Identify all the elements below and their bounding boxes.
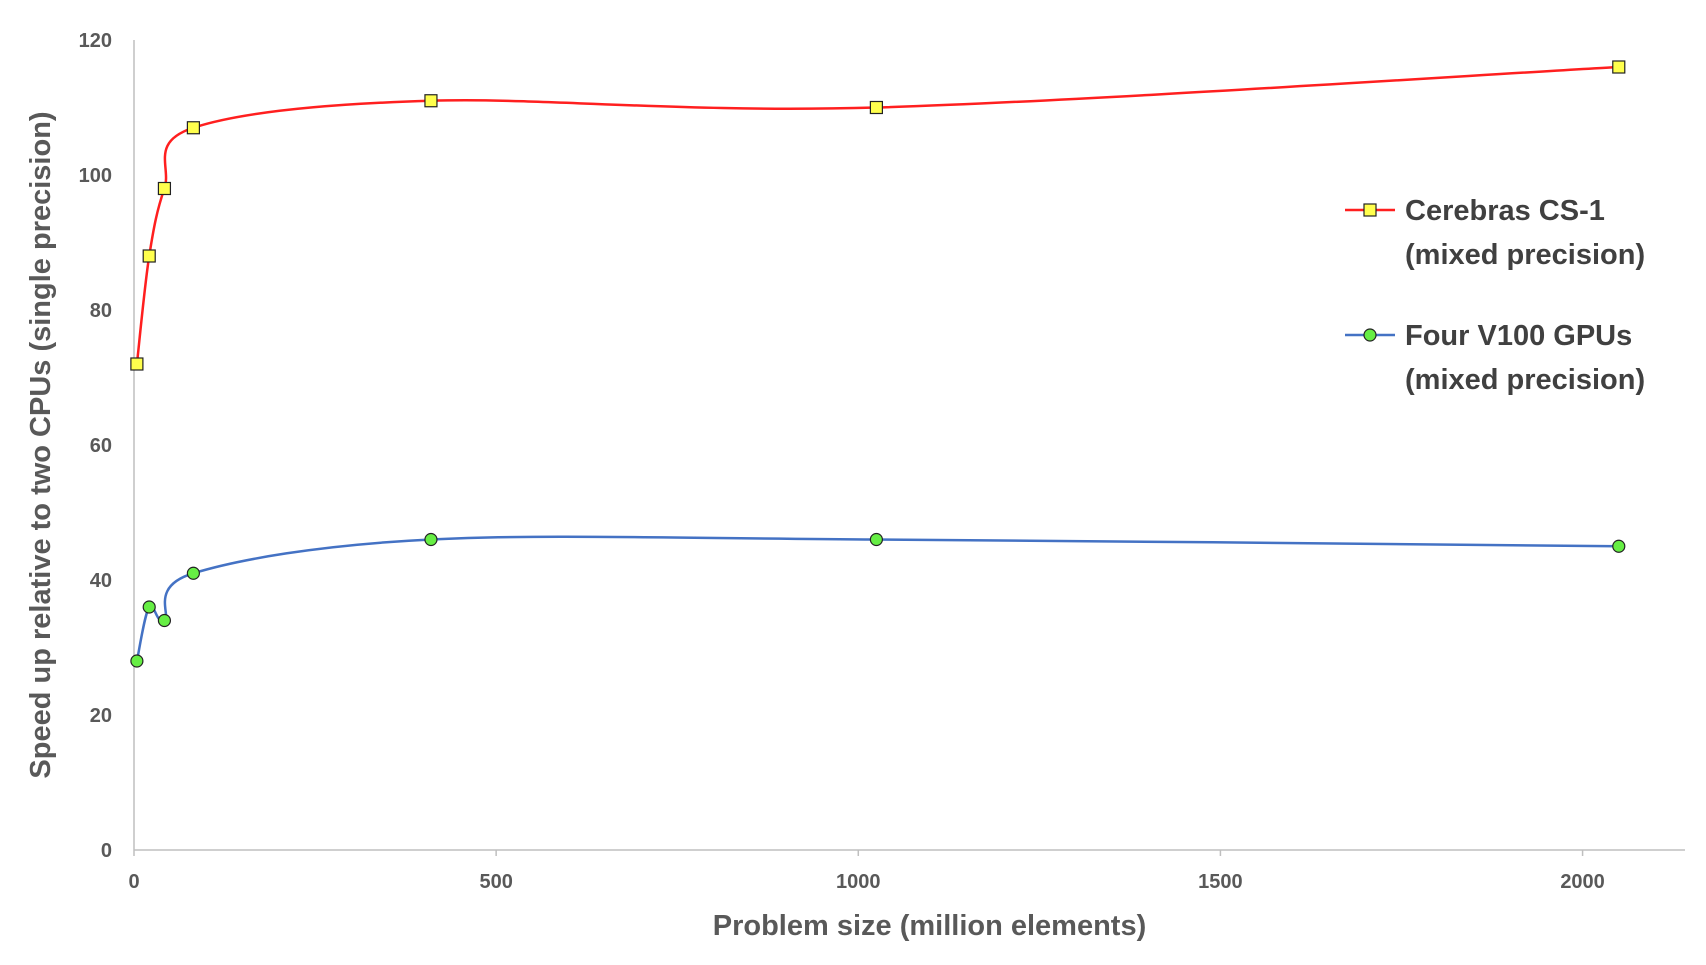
x-axis-title: Problem size (million elements) bbox=[713, 910, 1147, 942]
series-1 bbox=[130, 532, 1626, 668]
legend-label: (mixed precision) bbox=[1405, 364, 1645, 396]
data-point-square bbox=[869, 100, 883, 115]
y-tick-label: 20 bbox=[90, 705, 112, 727]
x-tick-label: 1000 bbox=[836, 871, 881, 893]
data-point-square bbox=[142, 249, 156, 263]
x-tick-label: 1500 bbox=[1198, 871, 1243, 893]
legend: Cerebras CS-1(mixed precision)Four V100 … bbox=[1345, 195, 1645, 396]
legend-label: Cerebras CS-1 bbox=[1405, 195, 1605, 227]
data-point-circle bbox=[869, 532, 883, 547]
y-tick-label: 80 bbox=[90, 300, 112, 322]
y-tick-label: 0 bbox=[101, 840, 112, 862]
data-point-circle bbox=[157, 613, 172, 628]
series-0 bbox=[130, 60, 1626, 371]
legend-item-0: Cerebras CS-1 (mixed precision) bbox=[1345, 195, 1645, 271]
legend-marker bbox=[1363, 203, 1377, 217]
data-point-circle bbox=[186, 566, 200, 580]
x-tick-label: 0 bbox=[128, 871, 139, 893]
legend-label: Four V100 GPUs bbox=[1405, 320, 1632, 352]
y-tick-label: 40 bbox=[90, 570, 112, 592]
data-point-circle bbox=[130, 654, 144, 668]
data-point-square bbox=[186, 121, 200, 135]
y-tick-label: 100 bbox=[79, 165, 112, 187]
y-axis-title: Speed up relative to two CPUs (single pr… bbox=[25, 111, 57, 778]
data-point-square bbox=[130, 357, 144, 371]
data-point-square bbox=[157, 181, 172, 196]
y-tick-label: 60 bbox=[90, 435, 112, 457]
legend-label: (mixed precision) bbox=[1405, 239, 1645, 271]
x-tick-label: 500 bbox=[479, 871, 512, 893]
data-point-square bbox=[424, 94, 438, 108]
data-point-circle bbox=[1612, 539, 1626, 553]
legend-item-1: Four V100 GPUs (mixed precision) bbox=[1345, 320, 1645, 396]
x-tick-label: 2000 bbox=[1560, 871, 1605, 893]
data-point-square bbox=[1612, 60, 1626, 74]
data-point-circle bbox=[424, 532, 438, 547]
axes: 0 20 40 60 80 100 120 0 500 1000 1500 2000 Problem s… bbox=[25, 30, 1685, 942]
legend-marker bbox=[1363, 328, 1377, 342]
y-tick-label: 120 bbox=[79, 30, 112, 52]
series-line bbox=[135, 535, 1619, 662]
data-point-circle bbox=[142, 600, 156, 614]
series-layer bbox=[130, 60, 1626, 668]
